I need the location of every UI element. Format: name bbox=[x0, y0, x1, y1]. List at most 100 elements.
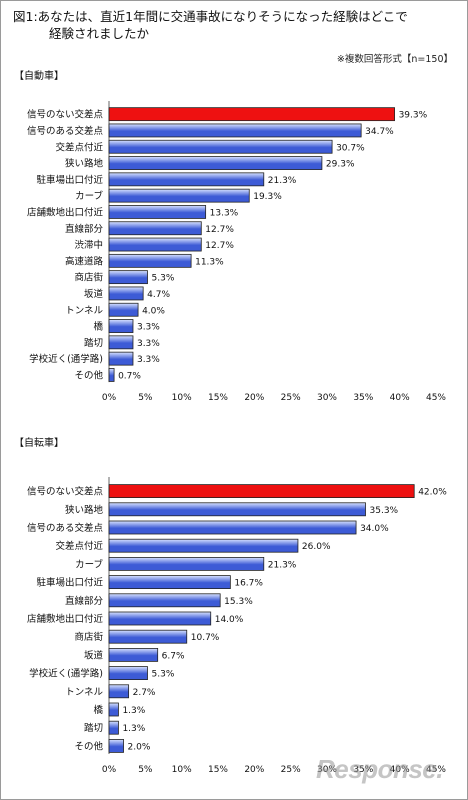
category-label: カーブ bbox=[75, 190, 103, 202]
bar bbox=[108, 253, 192, 268]
value-label: 26.0% bbox=[302, 542, 331, 552]
bar bbox=[108, 575, 231, 589]
category-label: トンネル bbox=[65, 305, 103, 316]
x-tick-label: 35% bbox=[353, 393, 373, 403]
value-label: 12.7% bbox=[205, 241, 234, 251]
category-label: 信号のない交差点 bbox=[27, 109, 104, 121]
category-label: 踏切 bbox=[84, 337, 103, 349]
value-label: 34.0% bbox=[360, 524, 389, 534]
x-tick-label: 10% bbox=[172, 765, 192, 775]
category-label: 高速道路 bbox=[65, 255, 104, 267]
category-label: 直線部分 bbox=[65, 223, 104, 235]
title-line-2: 経験されましたか bbox=[49, 26, 150, 41]
bar bbox=[108, 557, 265, 571]
x-tick-label: 0% bbox=[102, 765, 117, 775]
category-label: 交差点付近 bbox=[55, 540, 103, 552]
bar bbox=[108, 684, 130, 699]
x-tick-label: 40% bbox=[390, 393, 410, 403]
category-label: その他 bbox=[74, 369, 103, 381]
value-label: 3.3% bbox=[137, 355, 160, 365]
category-label: 交差点付近 bbox=[55, 141, 103, 153]
value-label: 14.0% bbox=[215, 615, 244, 625]
bar bbox=[108, 221, 202, 236]
category-label: 狭い路地 bbox=[65, 504, 104, 516]
x-tick-label: 30% bbox=[317, 393, 337, 403]
value-label: 29.3% bbox=[326, 160, 355, 170]
value-label: 5.3% bbox=[152, 274, 175, 284]
bicycle-bar-chart: 信号のない交差点 42.0% 狭い路地 35.3% 信号のある交差点 34.0% 交差点付近… bbox=[27, 477, 447, 775]
category-label: 商店街 bbox=[74, 631, 103, 643]
value-label: 10.7% bbox=[191, 633, 220, 643]
section-label-car: 【自動車】 bbox=[14, 71, 64, 82]
bar bbox=[108, 702, 119, 717]
category-label: 信号のある交差点 bbox=[27, 522, 104, 534]
category-label: 橋 bbox=[93, 321, 103, 333]
x-tick-label: 10% bbox=[172, 393, 192, 403]
value-label: 42.0% bbox=[418, 488, 447, 498]
value-label: 35.3% bbox=[370, 506, 399, 516]
category-label: 商店街 bbox=[74, 272, 103, 284]
value-label: 13.3% bbox=[210, 208, 239, 218]
x-tick-label: 15% bbox=[208, 393, 228, 403]
x-tick-label: 0% bbox=[102, 393, 117, 403]
category-label: カーブ bbox=[75, 558, 103, 570]
value-label: 30.7% bbox=[336, 143, 365, 153]
x-tick-label: 45% bbox=[426, 765, 446, 775]
x-tick-label: 30% bbox=[317, 765, 337, 775]
bar bbox=[108, 302, 139, 317]
category-label: 狭い路地 bbox=[65, 158, 104, 170]
x-tick-label: 40% bbox=[390, 765, 410, 775]
bar bbox=[108, 720, 119, 735]
category-label: 踏切 bbox=[84, 722, 103, 734]
bar bbox=[108, 629, 188, 644]
value-label: 1.3% bbox=[122, 706, 145, 716]
value-label: 5.3% bbox=[152, 670, 175, 680]
bar bbox=[108, 319, 134, 333]
value-label: 1.3% bbox=[122, 724, 145, 734]
bar bbox=[108, 205, 207, 219]
category-label: その他 bbox=[74, 740, 103, 752]
value-label: 21.3% bbox=[268, 560, 297, 570]
bar bbox=[108, 666, 148, 681]
x-tick-label: 15% bbox=[208, 765, 228, 775]
category-label: 坂道 bbox=[84, 288, 104, 300]
bar bbox=[108, 611, 212, 626]
value-label: 21.3% bbox=[268, 176, 297, 186]
x-tick-label: 20% bbox=[244, 765, 264, 775]
bar bbox=[108, 286, 144, 301]
value-label: 2.7% bbox=[133, 688, 156, 698]
bar bbox=[108, 593, 221, 608]
category-label: 直線部分 bbox=[65, 595, 104, 607]
category-label: 橋 bbox=[93, 704, 103, 716]
chart-title: 図1:あなたは、直近1年間に交通事故になりそうになった経験はどこで 経験されまし… bbox=[13, 8, 453, 42]
category-label: 店舗敷地出口付近 bbox=[27, 613, 104, 625]
bar bbox=[108, 188, 250, 203]
bar bbox=[108, 538, 299, 553]
car-bar-chart: 信号のない交差点 39.3% 信号のある交差点 34.7% 交差点付近 30.7% 狭い路地… bbox=[27, 101, 446, 403]
category-label: 学校近く(通学路) bbox=[29, 668, 103, 680]
category-label: 店舗敷地出口付近 bbox=[27, 206, 104, 218]
value-label: 16.7% bbox=[234, 579, 263, 589]
bar bbox=[108, 647, 159, 662]
value-label: 11.3% bbox=[195, 257, 224, 267]
value-label: 3.3% bbox=[137, 339, 160, 349]
x-tick-label: 5% bbox=[138, 765, 153, 775]
bar bbox=[108, 368, 115, 382]
category-label: 学校近く(通学路) bbox=[29, 353, 103, 365]
category-label: 信号のない交差点 bbox=[27, 486, 104, 498]
category-label: 駐車場出口付近 bbox=[36, 577, 103, 589]
category-label: トンネル bbox=[65, 687, 103, 698]
section-label-bicycle: 【自転車】 bbox=[14, 438, 64, 449]
category-label: 渋滞中 bbox=[74, 239, 103, 251]
bar bbox=[108, 139, 333, 154]
value-label: 6.7% bbox=[162, 651, 185, 661]
category-label: 信号のある交差点 bbox=[27, 125, 104, 137]
x-tick-label: 45% bbox=[426, 393, 446, 403]
bar bbox=[108, 502, 366, 517]
response-watermark: Response. bbox=[316, 754, 444, 784]
bar bbox=[108, 107, 395, 122]
value-label: 4.7% bbox=[147, 290, 170, 300]
sample-note: ※複数回答形式【n=150】 bbox=[336, 54, 453, 65]
value-label: 34.7% bbox=[365, 127, 394, 137]
